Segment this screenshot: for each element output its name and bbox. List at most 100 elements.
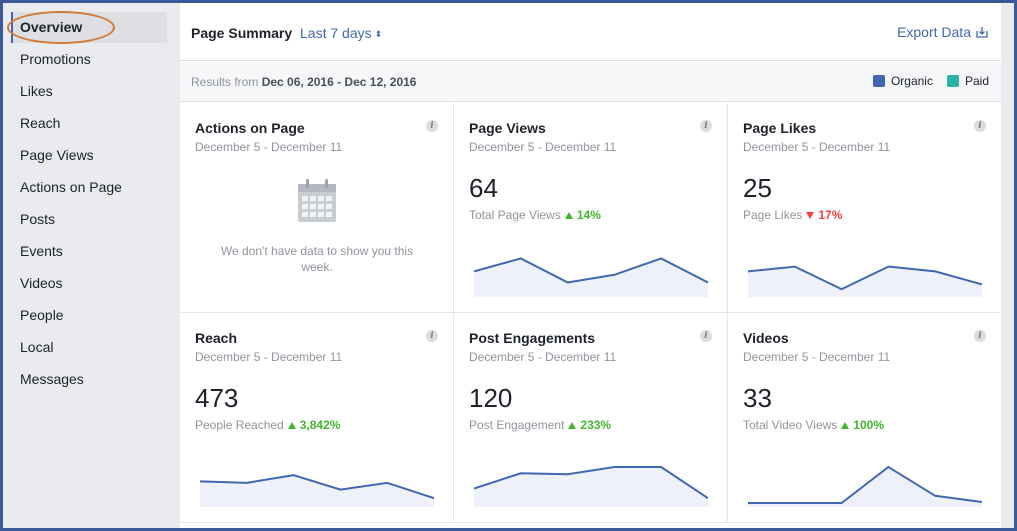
metric-change: 3,842% (299, 418, 341, 432)
trend-up-icon (287, 421, 296, 429)
metric-subtitle: Post Engagement 233% (469, 418, 611, 432)
trend-up-icon (568, 421, 577, 429)
metric-value: 64 (469, 173, 498, 203)
metric-subtitle: Total Video Views 100% (743, 418, 884, 432)
sidebar-item-page-views[interactable]: Page Views (20, 147, 94, 163)
sidebar-item-posts[interactable]: Posts (20, 211, 56, 227)
sidebar-item-promotions[interactable]: Promotions (20, 51, 91, 67)
metric-label: Post Engagement (469, 418, 565, 432)
metric-label: Total Video Views (743, 418, 838, 432)
sidebar-item-likes[interactable]: Likes (20, 83, 53, 99)
sparkline (474, 257, 708, 297)
calendar-icon (298, 179, 336, 222)
card-reach[interactable]: Reach December 5 - December 11 i 473 Peo… (180, 313, 454, 523)
sort-arrows-icon: ⬍ (374, 29, 383, 39)
card-dates: December 5 - December 11 (743, 350, 891, 364)
metric-value: 120 (469, 383, 513, 413)
legend: Organic Paid (872, 74, 989, 88)
export-data-button[interactable]: Export Data (897, 24, 988, 40)
card-actions-on-page[interactable]: Actions on Page December 5 - December 11… (180, 103, 454, 313)
sparkline-line (748, 465, 982, 504)
page-title: Page Summary (191, 25, 293, 41)
legend-item-paid: Paid (946, 74, 989, 88)
metric-label: Page Likes (743, 208, 803, 222)
info-icon[interactable]: i (700, 330, 712, 342)
page-summary-header: Page Summary Last 7 days ⬍ Export Data (180, 3, 1001, 61)
metric-value: 473 (195, 383, 239, 413)
sidebar-item-videos[interactable]: Videos (20, 275, 63, 291)
organic-swatch (872, 75, 885, 87)
sparkline-area (748, 266, 982, 297)
metric-label: People Reached (195, 418, 284, 432)
sparkline (474, 466, 708, 507)
legend-item-organic: Organic (872, 74, 933, 88)
card-title: Post Engagements (469, 330, 596, 346)
sparkline-area (474, 258, 708, 297)
results-range-text: Results from Dec 06, 2016 - Dec 12, 2016 (191, 75, 416, 89)
date-range-select[interactable]: Last 7 days ⬍ (300, 25, 382, 41)
metric-value: 25 (743, 173, 772, 203)
metric-subtitle: People Reached 3,842% (195, 418, 340, 432)
export-data-label: Export Data (897, 24, 971, 40)
metric-change: 233% (580, 418, 612, 432)
card-dates: December 5 - December 11 (195, 140, 343, 154)
sparkline-area (474, 467, 708, 507)
sparkline-line (474, 466, 708, 500)
sidebar-item-events[interactable]: Events (20, 243, 63, 259)
card-title: Page Likes (743, 120, 817, 136)
card-post-engagements[interactable]: Post Engagements December 5 - December 1… (454, 313, 728, 523)
main-panel: Page Summary Last 7 days ⬍ Export Data Re… (180, 3, 1002, 528)
sparkline (748, 465, 982, 507)
legend-label-paid: Paid (964, 74, 989, 88)
card-dates: December 5 - December 11 (743, 140, 891, 154)
info-icon[interactable]: i (426, 330, 438, 342)
results-bar: Results from Dec 06, 2016 - Dec 12, 2016… (180, 62, 1001, 102)
sidebar-item-people[interactable]: People (20, 307, 64, 323)
metric-change: 17% (818, 208, 843, 222)
card-page-views[interactable]: Page Views December 5 - December 11 i 64… (454, 103, 728, 313)
sidebar-item-overview[interactable]: Overview (11, 12, 167, 43)
sparkline-line (748, 265, 982, 291)
results-range: Dec 06, 2016 - Dec 12, 2016 (261, 75, 417, 89)
empty-message: We don't have data to show you this week… (220, 244, 414, 274)
card-title: Actions on Page (195, 120, 305, 136)
trend-down-icon (806, 211, 815, 219)
sparkline (748, 265, 982, 297)
card-page-likes[interactable]: Page Likes December 5 - December 11 i 25… (728, 103, 1002, 313)
sidebar-item-messages[interactable]: Messages (20, 371, 84, 387)
results-prefix: Results from (191, 75, 259, 89)
card-videos[interactable]: Videos December 5 - December 11 i 33 Tot… (728, 313, 1002, 523)
info-icon[interactable]: i (700, 120, 712, 132)
card-title: Page Views (469, 120, 546, 136)
metric-change: 100% (853, 418, 884, 432)
export-icon (976, 27, 988, 38)
sparkline-line (474, 257, 708, 284)
card-dates: December 5 - December 11 (469, 140, 617, 154)
date-range-label: Last 7 days (300, 25, 372, 41)
card-title: Videos (743, 330, 789, 346)
sparkline-area (748, 467, 982, 507)
card-title: Reach (195, 330, 238, 346)
sparkline-line (200, 474, 434, 500)
card-dates: December 5 - December 11 (195, 350, 343, 364)
trend-up-icon (841, 421, 850, 429)
trend-up-icon (564, 211, 573, 219)
sidebar-item-reach[interactable]: Reach (20, 115, 61, 131)
paid-swatch (946, 75, 959, 87)
info-icon[interactable]: i (974, 330, 986, 342)
sparkline-area (200, 475, 434, 507)
sparkline (200, 474, 434, 507)
metric-subtitle: Page Likes 17% (743, 208, 842, 222)
sidebar: Overview Promotions Likes Reach Page Vie… (3, 3, 178, 528)
metric-value: 33 (743, 383, 772, 413)
metric-change: 14% (576, 208, 601, 222)
right-gutter (1001, 3, 1014, 528)
card-dates: December 5 - December 11 (469, 350, 617, 364)
info-icon[interactable]: i (974, 120, 986, 132)
metric-subtitle: Total Page Views 14% (469, 208, 601, 222)
info-icon[interactable]: i (426, 120, 438, 132)
legend-label-organic: Organic (890, 74, 933, 88)
sidebar-item-actions-on-page[interactable]: Actions on Page (20, 179, 122, 195)
sidebar-item-local[interactable]: Local (20, 339, 54, 355)
